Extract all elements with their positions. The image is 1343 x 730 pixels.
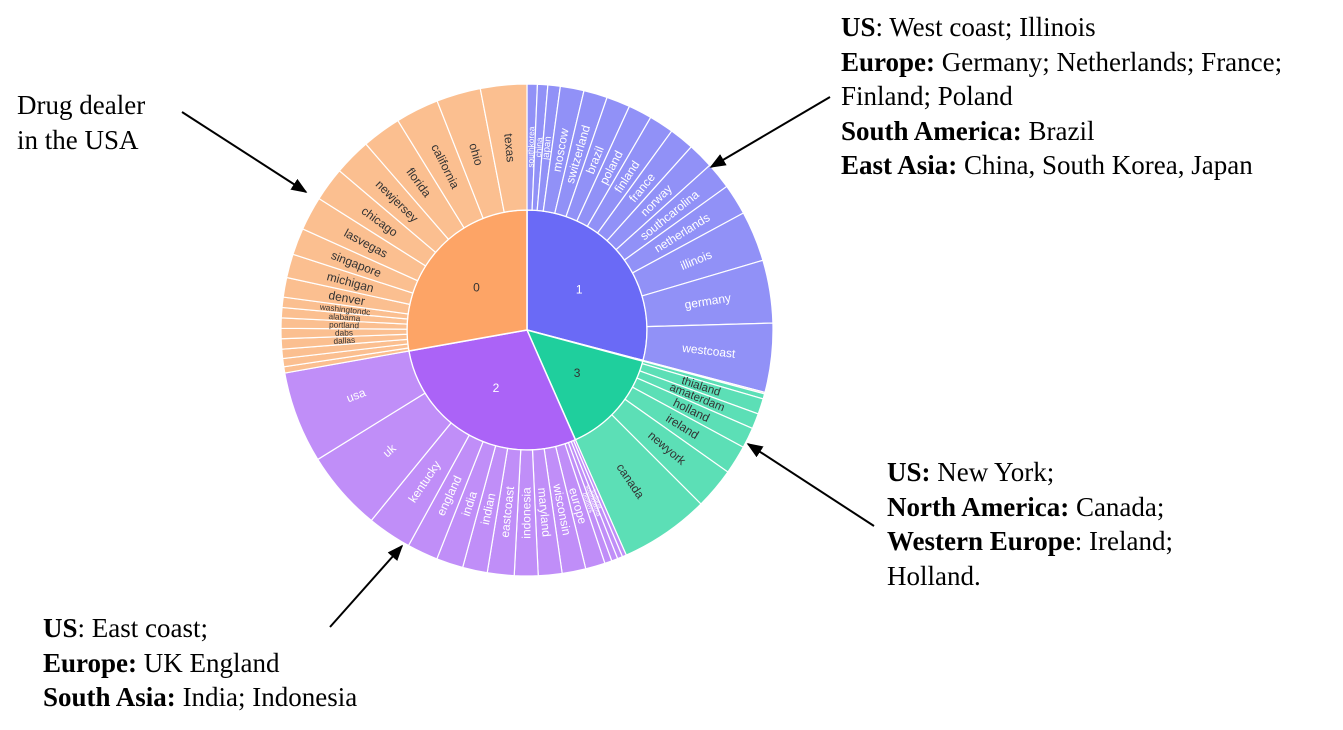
annotation-text: : West coast; Illinois — [875, 12, 1096, 42]
annotation-text: New York; — [930, 457, 1055, 487]
annotation-cluster-3: US: New York; North America: Canada; Weste… — [887, 455, 1173, 593]
leaf-label: dabs — [335, 327, 353, 337]
leaf-label: indonesia — [519, 487, 533, 539]
annotation-line: US: East coast; — [43, 611, 357, 646]
annotation-bold-text: East Asia: — [841, 150, 958, 180]
cluster-label: 0 — [473, 281, 480, 295]
leaf-label: texas — [501, 133, 518, 163]
annotation-bold-text: Europe: — [43, 647, 138, 678]
leaf-label: westcoast — [681, 341, 737, 361]
leaf-label: dallas — [333, 335, 355, 346]
annotation-text: : Ireland; — [1074, 526, 1173, 556]
annotation-line: in the USA — [17, 123, 145, 158]
leaf-label: eastcoast — [498, 485, 517, 538]
annotation-line: Finland; Poland — [841, 79, 1282, 114]
annotation-line: Drug dealer — [17, 88, 145, 123]
annotation-text: India; Indonesia — [175, 682, 358, 712]
annotation-text: Holland. — [887, 560, 981, 591]
annotation-text: UK England — [137, 647, 280, 678]
annotation-line: South America: Brazil — [841, 114, 1282, 149]
annotation-text: Canada; — [1069, 491, 1165, 522]
sunburst-sectors: 1southkoreachinajapanmoscowswitzerlandbr… — [280, 83, 774, 577]
leaf-label: indian — [478, 492, 498, 526]
arrow-cluster-3 — [746, 443, 875, 527]
annotation-bold-text: Western Europe — [887, 526, 1075, 556]
annotation-bold-text: US — [43, 613, 78, 643]
annotation-line: Western Europe: Ireland; — [887, 524, 1173, 559]
annotation-line: South Asia: India; Indonesia — [43, 680, 357, 715]
annotation-bold-text: US — [841, 12, 876, 42]
annotation-bold-text: North America: — [887, 491, 1070, 522]
annotation-bold-text: US: — [887, 457, 931, 487]
leaf-label: maryland — [535, 487, 554, 537]
annotation-bold-text: South Asia: — [43, 682, 176, 712]
annotation-cluster-2: US: East coast; Europe: UK England South A… — [43, 611, 357, 715]
annotation-line: US: New York; — [887, 455, 1173, 490]
leaf-label: portland — [329, 319, 360, 330]
annotation-text: : East coast; — [77, 613, 208, 643]
annotation-text: China, South Korea, Japan — [957, 150, 1253, 180]
cluster-label: 1 — [576, 283, 583, 297]
annotation-text: Brazil — [1021, 115, 1095, 146]
leaf-label: ohio — [466, 141, 486, 167]
annotation-drug-dealer: Drug dealer in the USA — [17, 88, 145, 157]
annotation-text: Finland; Poland — [841, 81, 1013, 111]
annotation-text: Germany; Netherlands; France; — [935, 46, 1283, 77]
leaf-label: usa — [345, 385, 368, 405]
leaf-label: southkorea — [525, 126, 536, 168]
annotation-line: Holland. — [887, 559, 1173, 594]
annotation-text: Drug dealer — [17, 90, 146, 120]
annotation-line: East Asia: China, South Korea, Japan — [841, 148, 1282, 183]
annotation-bold-text: South America: — [841, 115, 1022, 146]
annotation-arrows — [181, 96, 875, 628]
leaf-sector-texas — [479, 83, 528, 213]
annotation-text: in the USA — [17, 124, 139, 155]
arrow-drug-dealer — [181, 111, 308, 193]
annotation-bold-text: Europe: — [841, 46, 936, 77]
cluster-label: 3 — [574, 366, 581, 380]
annotation-line: US: West coast; Illinois — [841, 10, 1282, 45]
arrow-cluster-1 — [709, 96, 831, 168]
annotation-line: Europe: Germany; Netherlands; France; — [841, 45, 1282, 80]
cluster-label: 2 — [493, 381, 500, 395]
leaf-label: china — [533, 137, 544, 158]
annotation-line: Europe: UK England — [43, 646, 357, 681]
arrow-cluster-2 — [329, 544, 404, 628]
annotation-cluster-1: US: West coast; Illinois Europe: Germany;… — [841, 10, 1282, 183]
annotation-line: North America: Canada; — [887, 490, 1173, 525]
